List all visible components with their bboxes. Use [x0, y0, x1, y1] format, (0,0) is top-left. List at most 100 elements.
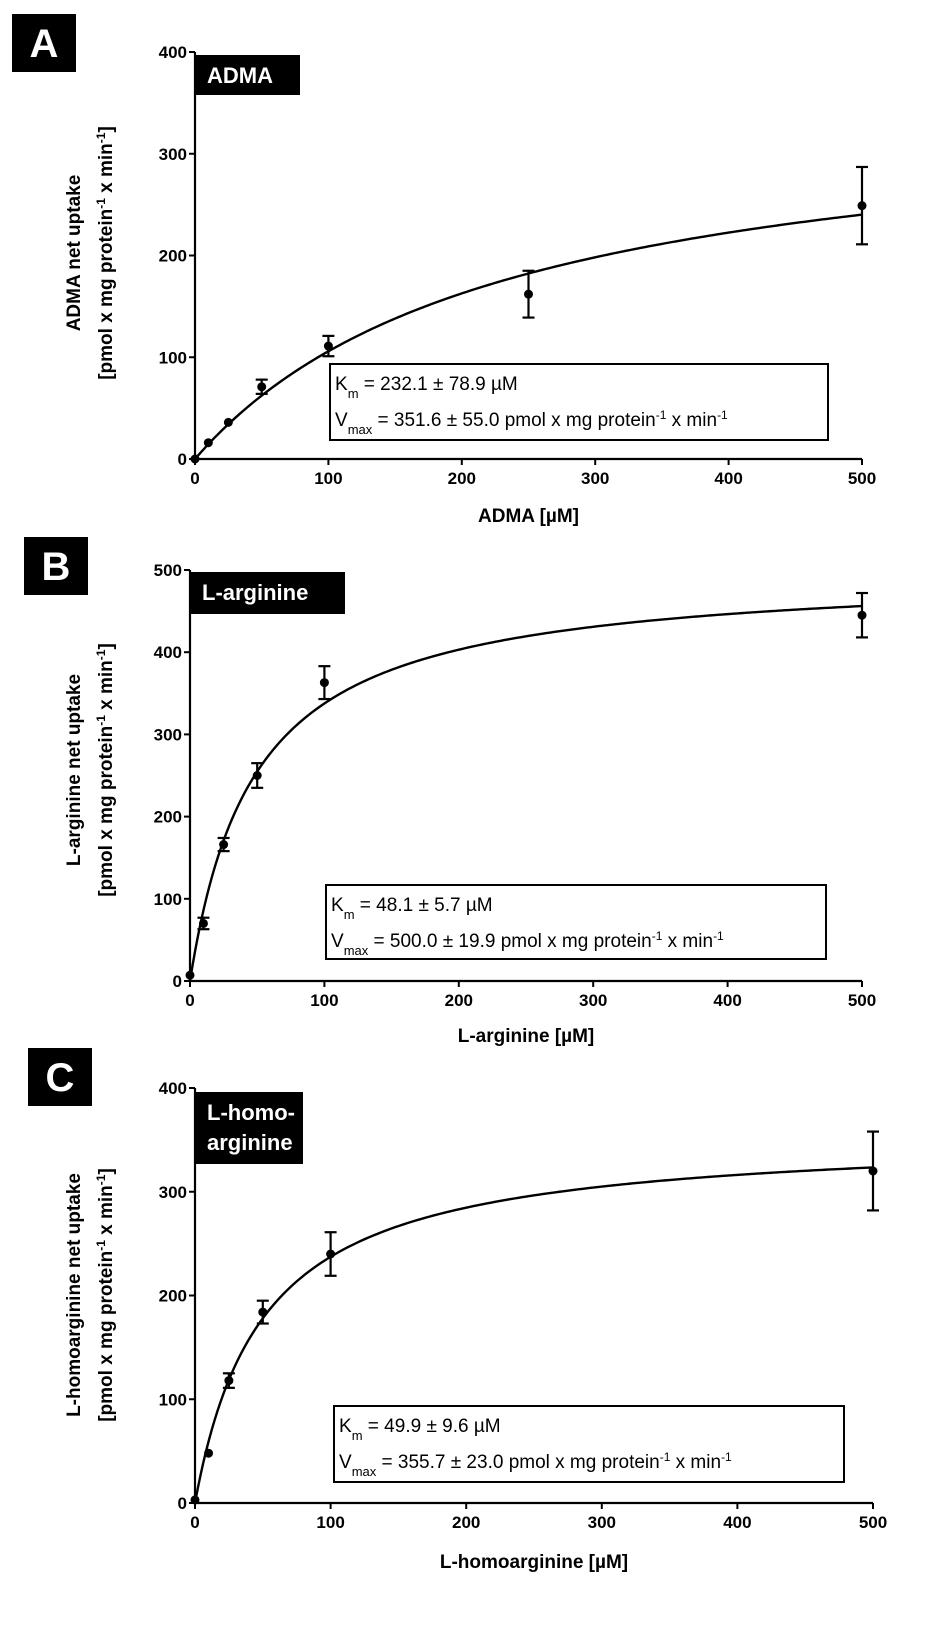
vmax-text: = 355.7 ± 23.0 pmol x mg protein — [376, 1452, 659, 1473]
substrate-tag-box — [190, 572, 345, 614]
y-tick-label: 100 — [154, 890, 182, 909]
vmax-value: Vmax = 500.0 ± 19.9 pmol x mg protein-1 … — [331, 929, 724, 958]
km-symbol: K — [339, 1416, 352, 1437]
x-axis-title: L-homoarginine [µM] — [440, 1552, 628, 1573]
vmax-exponent: -1 — [652, 929, 663, 943]
vmax-text: x min — [666, 410, 717, 431]
y-axis-title-line2: [pmol x mg protein-1 x min-1] — [94, 126, 117, 380]
vmax-exponent: -1 — [713, 929, 724, 943]
substrate-tag-box — [195, 55, 300, 95]
data-point — [257, 382, 267, 392]
km-text: = 49.9 ± 9.6 µM — [363, 1416, 501, 1437]
km-symbol: K — [331, 895, 344, 916]
x-tick-label: 200 — [452, 1513, 480, 1532]
data-point — [868, 1166, 878, 1176]
data-point — [252, 771, 262, 780]
data-point — [857, 610, 867, 620]
y-tick-label: 0 — [178, 1494, 187, 1513]
kinetics-annotation-box — [333, 1405, 845, 1483]
y-tick-label: 200 — [154, 808, 182, 827]
data-point — [323, 341, 333, 351]
fit-curve — [188, 604, 863, 982]
vmax-text: = 500.0 ± 19.9 pmol x mg protein — [368, 931, 651, 952]
y-axis-title-unit: x min — [96, 660, 117, 715]
x-tick-label: 300 — [581, 469, 609, 488]
y-tick-label: 200 — [159, 1287, 187, 1306]
data-point — [319, 678, 329, 688]
y-tick-label: 300 — [159, 145, 187, 164]
vmax-symbol: V — [339, 1452, 352, 1473]
x-tick-label: 500 — [859, 1513, 887, 1532]
data-point — [219, 840, 229, 850]
x-axis-title: L-arginine [µM] — [458, 1026, 595, 1047]
x-tick-label: 100 — [316, 1513, 344, 1532]
x-tick-label: 400 — [713, 991, 741, 1010]
y-axis-title-line1: L-homoarginine net uptake — [64, 1173, 85, 1417]
x-tick-label: 0 — [190, 1513, 199, 1532]
y-tick-label: 400 — [159, 1079, 187, 1098]
vmax-value: Vmax = 351.6 ± 55.0 pmol x mg protein-1 … — [335, 408, 728, 437]
vmax-exponent: -1 — [656, 408, 667, 422]
panel-label-badge — [28, 1048, 92, 1106]
km-text: = 232.1 ± 78.9 µM — [359, 374, 518, 395]
y-axis-title-unit: [pmol x mg protein — [96, 1251, 117, 1422]
chart-panel-b: B 0 100 200 300 400 500 0 100 200 300 400 500 L-argin… — [24, 537, 876, 1047]
vmax-exponent: -1 — [660, 1450, 671, 1464]
km-value: Km = 48.1 ± 5.7 µM — [331, 895, 493, 922]
vmax-symbol: V — [331, 931, 344, 952]
km-value: Km = 232.1 ± 78.9 µM — [335, 374, 518, 401]
y-axis-title-unit: [pmol x mg protein — [96, 726, 117, 897]
y-axis-title-unit: x min — [96, 143, 117, 198]
x-tick-label: 500 — [848, 469, 876, 488]
substrate-tag-text: L-arginine — [202, 580, 308, 605]
panel-label: A — [30, 22, 59, 66]
x-tick-label: 500 — [848, 991, 876, 1010]
vmax-value: Vmax = 355.7 ± 23.0 pmol x mg protein-1 … — [339, 1450, 732, 1479]
panel-label: B — [42, 545, 71, 589]
x-tick-label: 200 — [448, 469, 476, 488]
panel-label-badge — [12, 14, 76, 72]
data-point — [258, 1307, 268, 1317]
y-tick-label: 300 — [154, 725, 182, 744]
x-tick-label: 100 — [310, 991, 338, 1010]
vmax-exponent: -1 — [717, 408, 728, 422]
x-tick-label: 400 — [723, 1513, 751, 1532]
data-point — [198, 918, 208, 928]
data-point — [190, 1495, 200, 1505]
y-axis-title-line1: ADMA net uptake — [64, 175, 85, 332]
vmax-subscript: max — [344, 943, 369, 958]
data-point — [224, 1376, 234, 1386]
data-point — [203, 438, 213, 448]
data-point — [524, 289, 533, 299]
substrate-tag-text: ADMA — [207, 63, 273, 88]
y-axis-title-exponent: -1 — [94, 715, 108, 726]
x-tick-label: 0 — [185, 991, 194, 1010]
x-tick-label: 400 — [714, 469, 742, 488]
y-axis-title-exponent: -1 — [94, 1240, 108, 1251]
y-tick-label: 300 — [159, 1183, 187, 1202]
y-tick-label: 400 — [159, 43, 187, 62]
chart-panel-c: C 0 100 200 300 400 0 100 200 300 400 500 L-homoargi… — [28, 1048, 887, 1573]
data-point — [204, 1448, 214, 1458]
chart-panel-a: A 0 100 200 300 400 0 100 200 300 400 500 ADMA [µM] A… — [12, 14, 876, 527]
y-axis-title-exponent: -1 — [94, 198, 108, 209]
kinetics-annotation-box — [325, 884, 827, 960]
substrate-tag-text: L-homo- — [207, 1100, 295, 1125]
panel-label: C — [46, 1056, 75, 1100]
km-subscript: m — [348, 386, 359, 401]
km-subscript: m — [344, 907, 355, 922]
y-axis-title-line2: [pmol x mg protein-1 x min-1] — [94, 1168, 117, 1422]
y-tick-label: 200 — [159, 247, 187, 266]
y-axis-title-line2: [pmol x mg protein-1 x min-1] — [94, 643, 117, 897]
x-tick-label: 0 — [190, 469, 199, 488]
data-point — [185, 970, 195, 980]
y-axis-title-exponent: -1 — [94, 649, 108, 660]
km-text: = 48.1 ± 5.7 µM — [355, 895, 493, 916]
y-axis-title-exponent: -1 — [94, 132, 108, 143]
y-tick-label: 100 — [159, 1390, 187, 1409]
y-axis-title-unit: ] — [96, 643, 117, 649]
vmax-symbol: V — [335, 410, 348, 431]
x-tick-label: 100 — [314, 469, 342, 488]
x-tick-label: 300 — [579, 991, 607, 1010]
